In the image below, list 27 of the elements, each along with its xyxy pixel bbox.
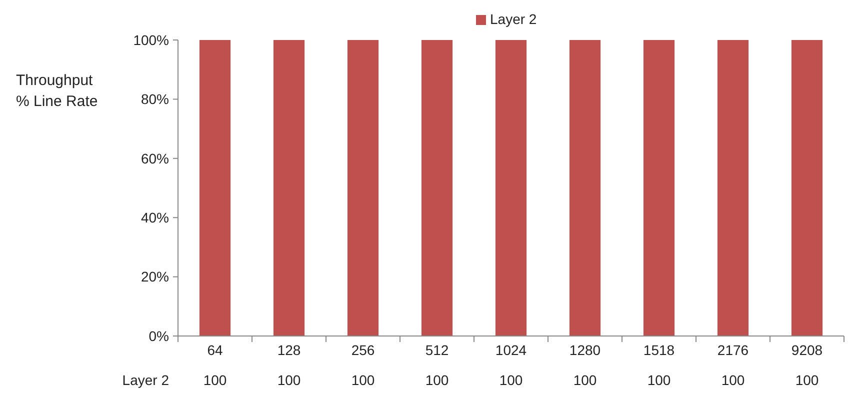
y-tick-label: 80% [140, 91, 169, 108]
x-tick-label: 1518 [643, 342, 675, 358]
x-tick-label: 64 [207, 342, 223, 358]
x-tick-label: 2176 [717, 342, 749, 358]
y-tick-label: 40% [140, 210, 169, 226]
data-label: 100 [795, 372, 819, 388]
x-tick-label: 128 [277, 342, 301, 358]
x-tick-label: 1280 [569, 342, 601, 358]
data-label: 100 [647, 372, 671, 388]
y-axis-title: Throughput % Line Rate [16, 72, 98, 110]
data-label: 100 [351, 372, 375, 388]
y-tick-label: 100% [133, 32, 169, 48]
data-label: 100 [425, 372, 449, 388]
x-tick-label: 1024 [495, 342, 527, 358]
x-tick-label: 256 [351, 342, 375, 358]
y-tick-label: 0% [148, 328, 169, 344]
data-label: 100 [721, 372, 745, 388]
text: Layer 2 [122, 372, 169, 388]
x-tick-label: 512 [425, 342, 449, 358]
data-label: 100 [277, 372, 301, 388]
y-tick-label: 60% [140, 150, 169, 166]
data-label: 100 [499, 372, 523, 388]
data-label: 100 [203, 372, 227, 388]
x-tick-label: 9208 [791, 342, 823, 358]
legend-label: Layer 2 [490, 11, 537, 27]
data-label: 100 [573, 372, 597, 388]
y-tick-label: 20% [140, 268, 169, 285]
